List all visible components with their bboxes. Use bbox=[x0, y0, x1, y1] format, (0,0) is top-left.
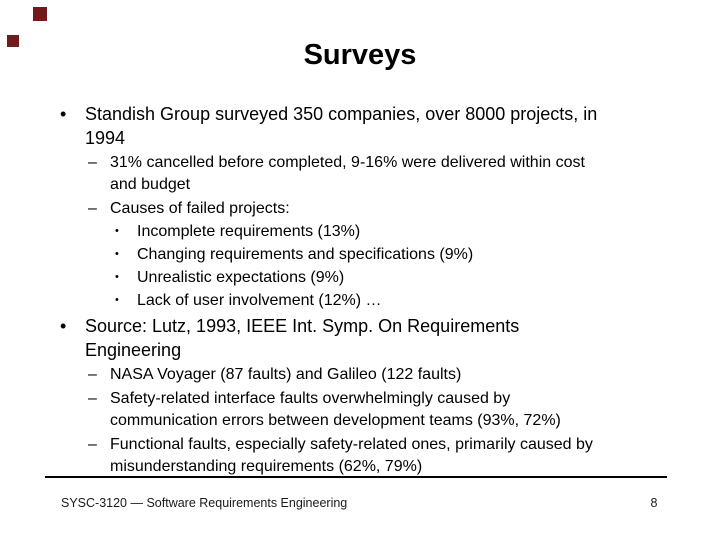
bullet-text: Source: Lutz, 1993, IEEE Int. Symp. On R… bbox=[85, 316, 520, 360]
bullet-item-level2: – Causes of failed projects: bbox=[0, 198, 720, 220]
dash-icon: – bbox=[88, 436, 97, 453]
page-number: 8 bbox=[650, 496, 658, 510]
bullet-text: NASA Voyager (87 faults) and Galileo (12… bbox=[110, 366, 462, 383]
dash-icon: – bbox=[88, 366, 97, 383]
bullet-text: Changing requirements and specifications… bbox=[137, 246, 474, 263]
dot-icon: • bbox=[115, 225, 119, 237]
slide-content: • Standish Group surveyed 350 companies, … bbox=[0, 102, 720, 478]
bullet-text: Functional faults, especially safety-rel… bbox=[110, 436, 593, 475]
bullet-item-level2: – Safety-related interface faults overwhe… bbox=[0, 388, 720, 432]
decoration-square-icon bbox=[33, 7, 47, 21]
dash-icon: – bbox=[88, 390, 97, 407]
bullet-text: Standish Group surveyed 350 companies, o… bbox=[85, 104, 598, 148]
slide-title: Surveys bbox=[303, 39, 417, 71]
bullet-item-level1: • Standish Group surveyed 350 companies, … bbox=[0, 102, 720, 150]
dot-icon: • bbox=[115, 271, 119, 283]
bullet-item-level3: • Lack of user involvement (12%) … bbox=[0, 289, 720, 312]
bullet-text: Lack of user involvement (12%) … bbox=[137, 292, 382, 309]
bullet-item-level3: • Changing requirements and specification… bbox=[0, 243, 720, 266]
bullet-item-level2: – NASA Voyager (87 faults) and Galileo (1… bbox=[0, 364, 720, 386]
dot-icon: • bbox=[115, 294, 119, 306]
bullet-text: Causes of failed projects: bbox=[110, 200, 290, 217]
bullet-item-level1: • Source: Lutz, 1993, IEEE Int. Symp. On … bbox=[0, 314, 720, 362]
dash-icon: – bbox=[88, 200, 97, 217]
bullet-item-level3: • Incomplete requirements (13%) bbox=[0, 220, 720, 243]
footer-divider bbox=[45, 476, 667, 478]
bullet-text: Unrealistic expectations (9%) bbox=[137, 269, 345, 286]
bullet-item-level2: –31% cancelled before completed, 9-16% w… bbox=[0, 152, 720, 196]
bullet-icon: • bbox=[60, 104, 67, 124]
bullet-item-level3: • Unrealistic expectations (9%) bbox=[0, 266, 720, 289]
footer-course-label: SYSC-3120 — Software Requirements Engine… bbox=[61, 496, 348, 510]
bullet-text: Incomplete requirements (13%) bbox=[137, 223, 361, 240]
bullet-text: 31% cancelled before completed, 9-16% we… bbox=[110, 154, 585, 193]
bullet-icon: • bbox=[60, 316, 67, 336]
dash-icon: – bbox=[88, 154, 97, 171]
bullet-item-level2: – Functional faults, especially safety-re… bbox=[0, 434, 720, 478]
bullet-text: Safety-related interface faults overwhel… bbox=[110, 390, 561, 429]
dot-icon: • bbox=[115, 248, 119, 260]
decoration-square-icon bbox=[7, 35, 19, 47]
